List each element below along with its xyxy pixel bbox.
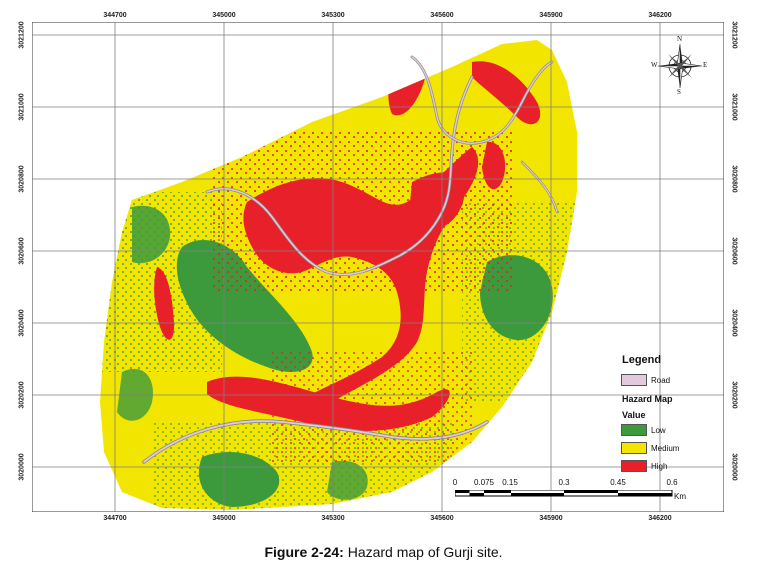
figure-caption: Figure 2-24: Hazard map of Gurji site.	[0, 544, 767, 560]
figure-caption-text: Hazard map of Gurji site.	[343, 544, 503, 560]
tick-label-bottom: 344700	[103, 515, 127, 522]
tick-label-left: 3021000	[18, 93, 26, 121]
tick-label-top: 345900	[539, 12, 563, 19]
scale-unit: Km	[674, 492, 686, 501]
road-swatch	[621, 374, 647, 386]
tick-label-top: 344700	[103, 12, 127, 19]
low-hazard-zone	[327, 460, 368, 500]
high-hazard-zone	[472, 61, 541, 125]
tick-label-right: 3020800	[730, 165, 738, 193]
tick-label-left: 3020800	[18, 165, 26, 193]
compass-north-label: N	[677, 35, 683, 43]
scale-label: 0.3	[558, 478, 570, 487]
tick-label-left: 3020200	[18, 381, 26, 409]
tick-label-top: 346200	[648, 12, 672, 19]
high-hazard-zone	[154, 267, 175, 340]
compass-west-label: W	[651, 61, 658, 69]
road	[143, 420, 488, 463]
high-label: High	[651, 462, 668, 471]
tick-label-bottom: 346200	[648, 515, 672, 522]
road	[206, 76, 473, 276]
low-hazard-zone	[132, 205, 171, 264]
tick-label-right: 3020000	[730, 453, 738, 481]
tick-label-right: 3021000	[730, 93, 738, 121]
graticule	[32, 22, 724, 512]
tick-label-right: 3020400	[730, 309, 738, 337]
tick-label-top: 345600	[430, 12, 454, 19]
tick-label-bottom: 345300	[321, 515, 345, 522]
tick-label-left: 3020600	[18, 237, 26, 265]
compass-rose-icon: N S E W	[651, 35, 708, 96]
hazard-map-heading: Hazard Map	[622, 394, 673, 404]
scale-label: 0.45	[610, 478, 626, 487]
tick-label-left: 3020400	[18, 309, 26, 337]
high-hazard-speckle	[212, 132, 512, 292]
road	[521, 161, 558, 213]
tick-label-right: 3020600	[730, 237, 738, 265]
low-swatch	[621, 424, 647, 436]
legend-title: Legend	[622, 354, 662, 366]
road-label: Road	[651, 376, 671, 385]
tick-label-right: 3020200	[730, 381, 738, 409]
tick-label-left: 3020000	[18, 453, 26, 481]
hazard-map	[32, 22, 724, 512]
tick-label-bottom: 345900	[539, 515, 563, 522]
scale-label: 0.075	[473, 478, 495, 487]
scale-label: 0.6	[666, 478, 678, 487]
tick-label-bottom: 345000	[212, 515, 236, 522]
tick-label-left: 3021200	[18, 21, 26, 49]
scale-label: 0	[452, 478, 458, 487]
tick-label-top: 345000	[212, 12, 236, 19]
scale-bar-graphic	[455, 490, 673, 497]
low-hazard-zone	[198, 452, 280, 507]
high-swatch	[621, 460, 647, 472]
scale-bar: 0 0.075 0.15 0.3 0.45 0.6 Km	[452, 478, 692, 508]
medium-swatch	[621, 442, 647, 454]
tick-label-top: 345300	[321, 12, 345, 19]
low-label: Low	[651, 426, 666, 435]
compass-east-label: E	[703, 61, 708, 69]
scale-label: 0.15	[502, 478, 518, 487]
figure-caption-label: Figure 2-24:	[264, 544, 344, 560]
compass-south-label: S	[677, 88, 681, 96]
tick-label-right: 3021200	[730, 21, 738, 49]
low-hazard-zone	[176, 239, 313, 372]
road	[411, 56, 553, 144]
road-network	[142, 55, 559, 464]
compass-rose-graphic	[657, 43, 703, 89]
medium-label: Medium	[651, 444, 680, 453]
tick-label-bottom: 345600	[430, 515, 454, 522]
high-hazard-speckle	[272, 352, 472, 462]
value-heading: Value	[622, 410, 646, 420]
